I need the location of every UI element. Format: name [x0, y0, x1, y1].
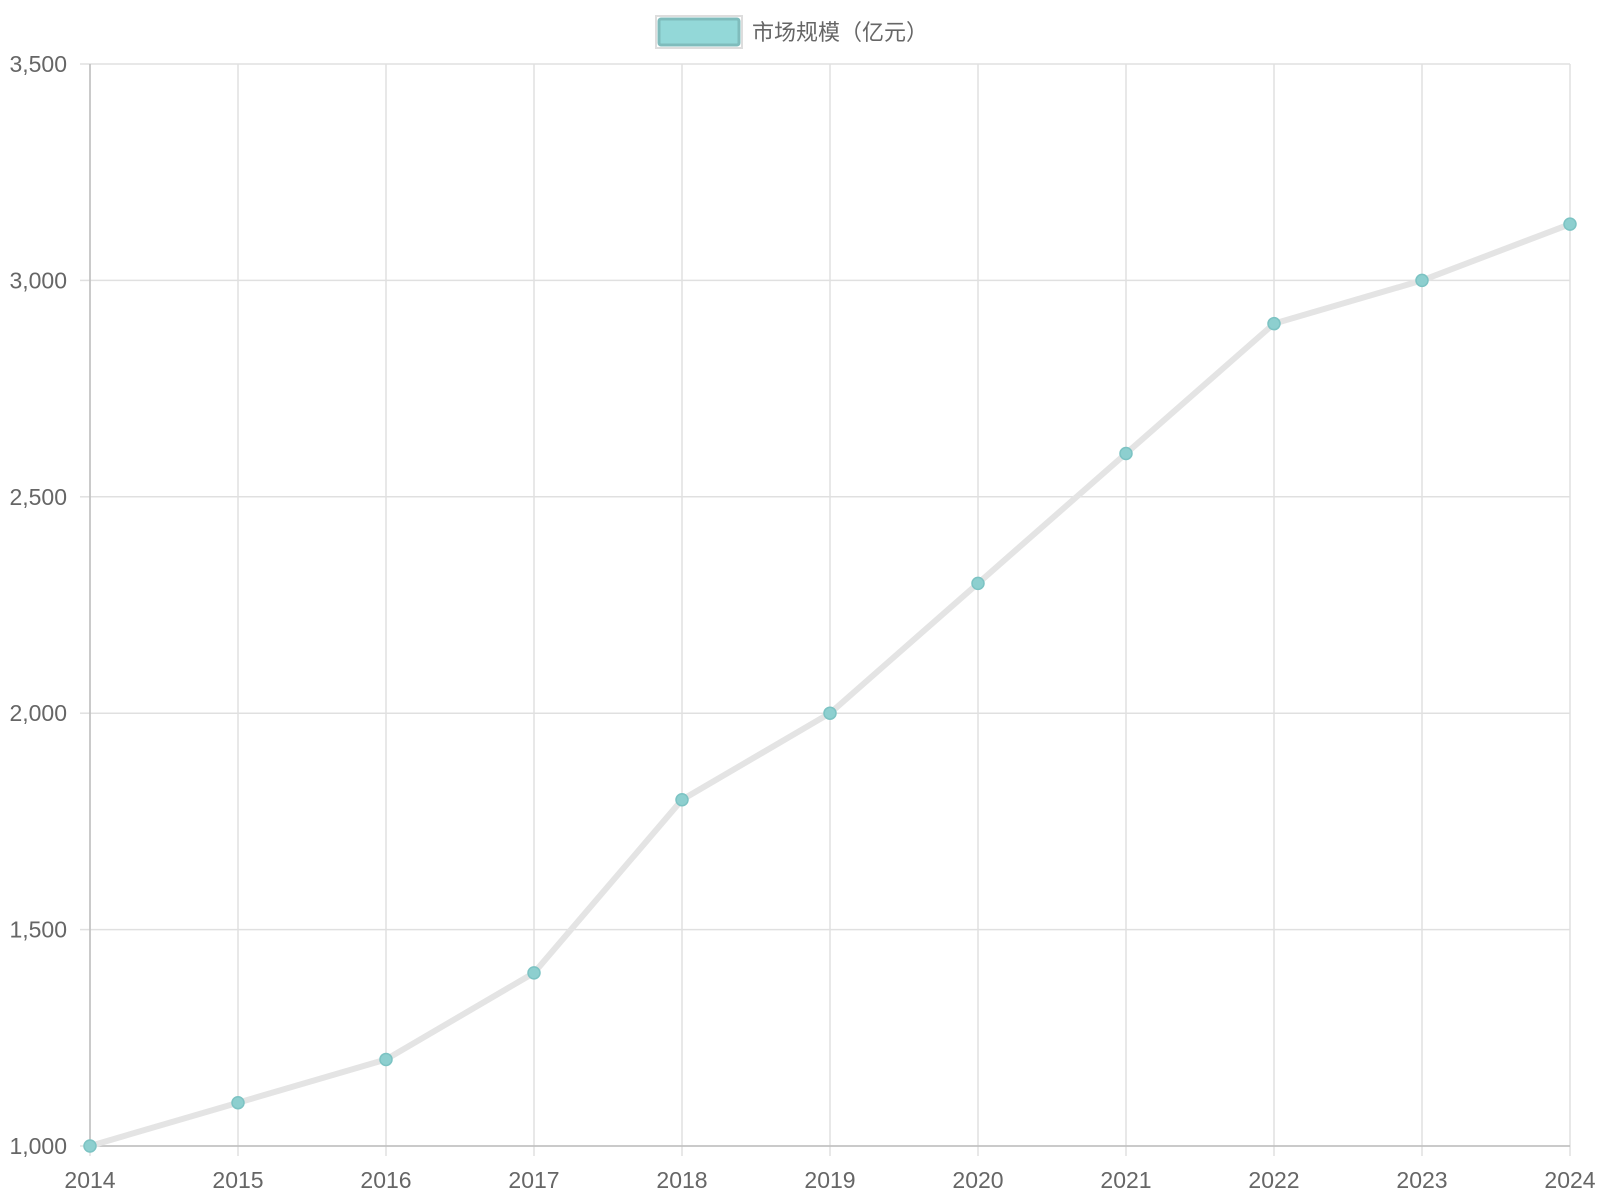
- data-point[interactable]: [1119, 446, 1133, 461]
- data-point[interactable]: [231, 1095, 245, 1110]
- y-tick-label: 2,000: [9, 700, 67, 726]
- y-tick-label: 1,000: [9, 1133, 67, 1159]
- y-tick-label: 2,500: [9, 484, 67, 510]
- axes: 1,000 1,500 2,000 2,500 3,000 3,500 2014 2015 20…: [9, 51, 1595, 1193]
- x-tick-label: 2015: [212, 1167, 263, 1193]
- legend[interactable]: 市场规模（亿元）: [655, 15, 928, 49]
- x-tick-label: 2022: [1248, 1167, 1299, 1193]
- x-tick-label: 2021: [1100, 1167, 1151, 1193]
- legend-swatch[interactable]: [657, 17, 741, 47]
- data-point[interactable]: [527, 966, 541, 980]
- data-point[interactable]: [1563, 217, 1577, 231]
- x-tick-label: 2023: [1396, 1167, 1447, 1193]
- y-tick-label: 3,500: [9, 51, 67, 77]
- data-point[interactable]: [1415, 273, 1429, 288]
- legend-label[interactable]: 市场规模（亿元）: [752, 21, 928, 46]
- x-tick-label: 2019: [804, 1167, 855, 1193]
- y-tick-label: 3,000: [9, 267, 67, 293]
- x-tick-label: 2016: [360, 1167, 411, 1193]
- x-tick-label: 2020: [952, 1167, 1003, 1193]
- grid-lines: [89, 63, 1571, 1147]
- data-point[interactable]: [379, 1052, 393, 1067]
- legend-swatch-border: [655, 15, 743, 49]
- y-tick-label: 1,500: [9, 917, 67, 943]
- data-point[interactable]: [823, 706, 837, 720]
- data-point[interactable]: [971, 576, 985, 591]
- data-point[interactable]: [675, 793, 689, 807]
- data-point[interactable]: [83, 1139, 97, 1153]
- x-tick-label: 2014: [64, 1167, 115, 1193]
- x-tick-label: 2017: [508, 1167, 559, 1193]
- data-point[interactable]: [1267, 316, 1281, 331]
- x-tick-label: 2024: [1544, 1167, 1595, 1193]
- x-tick-label: 2018: [656, 1167, 707, 1193]
- series-group: [83, 217, 1577, 1153]
